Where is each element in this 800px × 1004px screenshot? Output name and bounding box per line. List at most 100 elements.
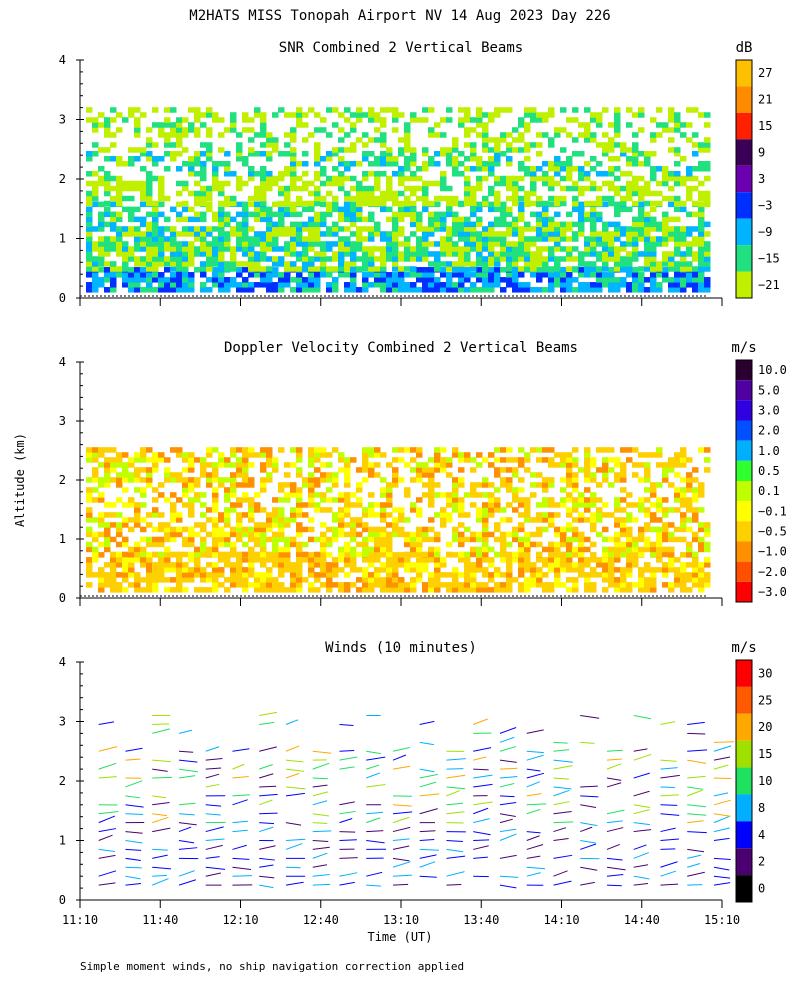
heatmap-cell	[356, 517, 363, 523]
heatmap-cell	[530, 447, 537, 453]
heatmap-cell	[476, 112, 483, 118]
heatmap-cell	[446, 226, 453, 232]
heatmap-cell	[512, 251, 519, 257]
heatmap-cell	[284, 191, 291, 197]
heatmap-cell	[530, 142, 537, 148]
heatmap-cell	[704, 231, 711, 237]
heatmap-cell	[500, 532, 507, 538]
heatmap-cell	[104, 207, 111, 213]
heatmap-cell	[626, 547, 633, 553]
heatmap-cell	[470, 562, 477, 568]
heatmap-cell	[488, 557, 495, 563]
heatmap-cell	[686, 477, 693, 483]
heatmap-cell	[212, 256, 219, 262]
heatmap-cell	[656, 191, 663, 197]
heatmap-cell	[566, 547, 573, 553]
heatmap-cell	[428, 547, 435, 553]
heatmap-cell	[278, 261, 285, 267]
heatmap-cell	[668, 196, 675, 202]
heatmap-cell	[320, 202, 327, 208]
heatmap-cell	[248, 246, 255, 252]
heatmap-cell	[686, 552, 693, 558]
heatmap-cell	[500, 482, 507, 488]
heatmap-cell	[536, 166, 543, 172]
wind-barb	[687, 855, 701, 858]
wind-barb	[580, 844, 596, 849]
heatmap-cell	[476, 567, 483, 573]
heatmap-cell	[188, 542, 195, 548]
heatmap-cell	[212, 277, 219, 283]
heatmap-cell	[302, 277, 309, 283]
heatmap-cell	[560, 127, 567, 133]
heatmap-cell	[542, 557, 549, 563]
heatmap-cell	[446, 502, 453, 508]
heatmap-cell	[326, 181, 333, 187]
y-axis-label: Altitude (km)	[13, 433, 27, 527]
heatmap-cell	[266, 181, 273, 187]
heatmap-cell	[686, 231, 693, 237]
heatmap-cell	[248, 557, 255, 563]
heatmap-cell	[548, 582, 555, 588]
heatmap-cell	[656, 462, 663, 468]
heatmap-cell	[692, 212, 699, 218]
wind-barb	[393, 875, 412, 876]
heatmap-cell	[686, 122, 693, 128]
heatmap-cell	[584, 251, 591, 257]
y-tick-label: 2	[59, 473, 66, 487]
heatmap-cell	[332, 472, 339, 478]
heatmap-cell	[494, 201, 501, 207]
heatmap-cell	[362, 282, 369, 288]
heatmap-cell	[464, 236, 471, 242]
heatmap-cell	[446, 156, 453, 162]
heatmap-cell	[608, 137, 615, 143]
heatmap-cell	[686, 577, 693, 583]
heatmap-cell	[356, 542, 363, 548]
heatmap-cell	[194, 127, 201, 133]
heatmap-cell	[320, 251, 327, 257]
wind-barb	[339, 767, 354, 769]
heatmap-cell	[428, 261, 435, 267]
heatmap-cell	[200, 547, 207, 553]
wind-barb	[553, 760, 572, 762]
heatmap-cell	[398, 256, 405, 262]
heatmap-cell	[128, 196, 135, 202]
wind-barb	[607, 885, 622, 886]
heatmap-cell	[338, 567, 345, 573]
wind-barb	[152, 879, 168, 886]
heatmap-cell	[86, 256, 93, 262]
heatmap-cell	[572, 487, 579, 493]
heatmap-cell	[446, 241, 453, 247]
heatmap-cell	[572, 181, 579, 187]
heatmap-cell	[224, 512, 231, 518]
heatmap-cell	[290, 512, 297, 518]
colorbar-swatch	[736, 501, 752, 521]
heatmap-cell	[398, 272, 405, 278]
heatmap-cell	[434, 587, 441, 593]
heatmap-cell	[470, 191, 477, 197]
heatmap-cell	[542, 572, 549, 578]
heatmap-cell	[506, 142, 513, 148]
heatmap-cell	[446, 147, 453, 153]
heatmap-cell	[584, 497, 591, 503]
heatmap-cell	[374, 512, 381, 518]
heatmap-cell	[440, 176, 447, 182]
heatmap-cell	[98, 452, 105, 458]
heatmap-cell	[590, 522, 597, 528]
heatmap-cell	[236, 517, 243, 523]
heatmap-cell	[686, 176, 693, 182]
heatmap-cell	[164, 287, 171, 293]
heatmap-cell	[488, 256, 495, 262]
heatmap-cell	[224, 492, 231, 498]
heatmap-cell	[176, 127, 183, 133]
heatmap-cell	[404, 582, 411, 588]
wind-barb	[420, 809, 438, 814]
heatmap-cell	[236, 132, 243, 138]
heatmap-cell	[668, 582, 675, 588]
wind-barb	[99, 871, 116, 876]
wind-barb	[259, 786, 276, 787]
heatmap-cell	[632, 256, 639, 262]
heatmap-cell	[314, 447, 321, 453]
heatmap-cell	[302, 207, 309, 213]
heatmap-cell	[398, 557, 405, 563]
heatmap-cell	[548, 186, 555, 192]
